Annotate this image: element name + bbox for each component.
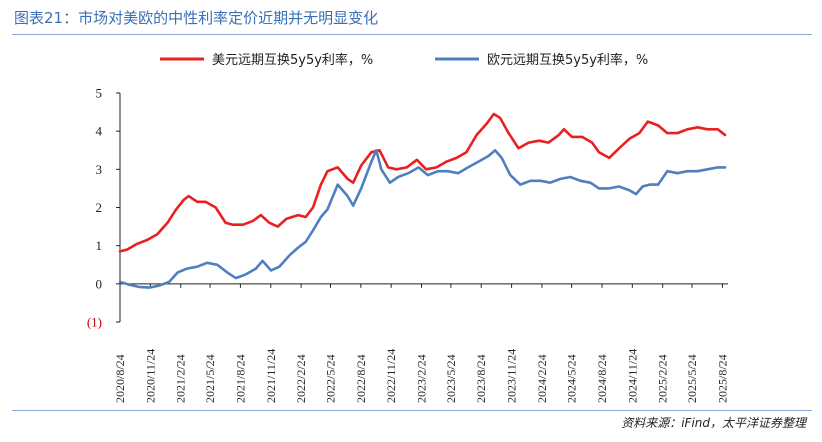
x-tick-label: 2023/11/24: [505, 349, 519, 403]
x-tick-label: 2021/8/24: [233, 354, 247, 403]
x-tick-label: 2023/5/24: [444, 354, 458, 403]
x-tick-label: 2020/11/24: [143, 349, 157, 403]
x-tick-label: 2020/8/24: [113, 354, 127, 403]
legend-label: 欧元远期互换5y5y利率，%: [487, 52, 648, 68]
x-tick-label: 2022/2/24: [294, 354, 308, 403]
x-tick-label: 2024/8/24: [595, 354, 609, 403]
x-tick-label: 2021/11/24: [264, 349, 278, 403]
series-group: [118, 112, 727, 289]
x-tick-label: 2021/2/24: [174, 354, 188, 403]
title-divider: [12, 34, 812, 35]
x-tick-label: 2022/8/24: [354, 354, 368, 403]
footer-divider: [12, 410, 812, 411]
figure-title: 图表21：市场对美欧的中性利率定价近期并无明显变化: [14, 9, 379, 27]
series-line-eur: [118, 149, 727, 289]
x-tick-label: 2025/5/24: [685, 354, 699, 403]
y-axis: 5 4 3 2 1 0 (1): [87, 86, 121, 330]
x-tick-label: 2023/2/24: [415, 354, 429, 403]
legend-item-eur: 欧元远期互换5y5y利率，%: [435, 52, 648, 68]
series-line-usd: [118, 112, 727, 253]
legend: 美元远期互换5y5y利率，% 欧元远期互换5y5y利率，%: [160, 52, 648, 68]
legend-item-usd: 美元远期互换5y5y利率，%: [160, 52, 373, 68]
x-tick-label: 2023/8/24: [474, 354, 488, 403]
x-tick-label: 2025/8/24: [715, 354, 729, 403]
y-tick-label: 1: [96, 238, 103, 253]
x-tick-label: 2021/5/24: [203, 354, 217, 403]
y-tick-label: 5: [96, 86, 103, 101]
legend-label: 美元远期互换5y5y利率，%: [212, 52, 373, 68]
x-tick-label: 2025/2/24: [656, 354, 670, 403]
x-tick-label: 2024/2/24: [535, 354, 549, 403]
source-note: 资料来源：iFind，太平洋证券整理: [621, 416, 806, 430]
x-tick-label: 2024/5/24: [565, 354, 579, 403]
figure-header: 图表21：市场对美欧的中性利率定价近期并无明显变化: [0, 0, 822, 30]
y-tick-label: (1): [87, 315, 102, 330]
x-tick-label: 2024/11/24: [625, 349, 639, 403]
y-tick-label: 0: [96, 276, 103, 291]
x-axis: 2020/8/24 2020/11/24 2021/2/24 2021/5/24 202…: [113, 283, 729, 403]
y-tick-label: 3: [96, 162, 103, 177]
x-tick-label: 2022/5/24: [323, 354, 337, 403]
y-tick-label: 4: [96, 124, 103, 139]
x-tick-label: 2022/11/24: [384, 349, 398, 403]
y-tick-label: 2: [96, 200, 103, 215]
